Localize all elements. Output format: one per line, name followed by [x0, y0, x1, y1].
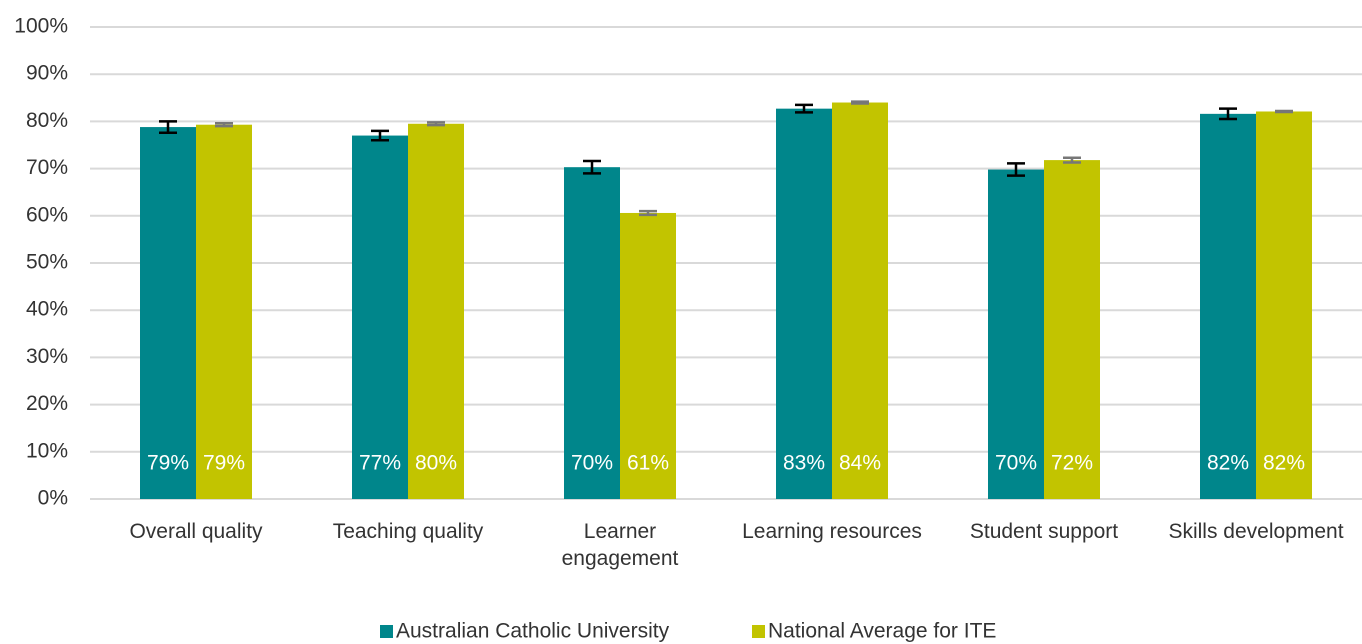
y-tick-label: 60%: [26, 203, 68, 226]
x-tick-label: Learning resources: [742, 520, 922, 543]
x-tick-label: Learner engagement: [561, 520, 679, 570]
bar: [832, 102, 888, 500]
bar: [140, 127, 196, 500]
y-tick-label: 80%: [26, 109, 68, 132]
y-tick-label: 100%: [14, 15, 68, 38]
bar: [564, 167, 620, 499]
y-tick-label: 90%: [26, 62, 68, 85]
bar: [776, 108, 832, 499]
x-tick-label: Overall quality: [129, 520, 263, 543]
value-label: 79%: [203, 452, 245, 475]
value-label: 70%: [995, 452, 1037, 475]
bar: [1044, 160, 1100, 499]
value-label: 84%: [839, 452, 881, 475]
x-tick-label: Teaching quality: [332, 520, 484, 543]
y-tick-label: 50%: [26, 251, 68, 274]
legend-swatch: [380, 625, 393, 638]
y-tick-label: 30%: [26, 345, 68, 368]
bar: [1256, 111, 1312, 499]
y-tick-label: 0%: [38, 487, 68, 510]
value-label: 82%: [1207, 452, 1249, 475]
y-tick-label: 70%: [26, 156, 68, 179]
value-label: 72%: [1051, 452, 1093, 475]
y-tick-label: 10%: [26, 439, 68, 462]
value-label: 79%: [147, 452, 189, 475]
bar: [408, 123, 464, 499]
bar: [620, 212, 676, 499]
legend-label: National Average for ITE: [768, 620, 996, 643]
bar: [988, 169, 1044, 499]
x-tick-label: Skills development: [1168, 520, 1344, 543]
x-tick-label: Student support: [969, 520, 1119, 543]
bar: [1200, 113, 1256, 500]
value-label: 83%: [783, 452, 825, 475]
bar: [196, 124, 252, 499]
value-label: 82%: [1263, 452, 1305, 475]
value-label: 61%: [627, 452, 669, 475]
y-tick-label: 40%: [26, 298, 68, 321]
legend-swatch: [752, 625, 765, 638]
y-tick-label: 20%: [26, 392, 68, 415]
value-label: 70%: [571, 452, 613, 475]
legend-label: Australian Catholic University: [396, 620, 670, 643]
value-label: 80%: [415, 452, 457, 475]
value-label: 77%: [359, 452, 401, 475]
bar: [352, 135, 408, 499]
